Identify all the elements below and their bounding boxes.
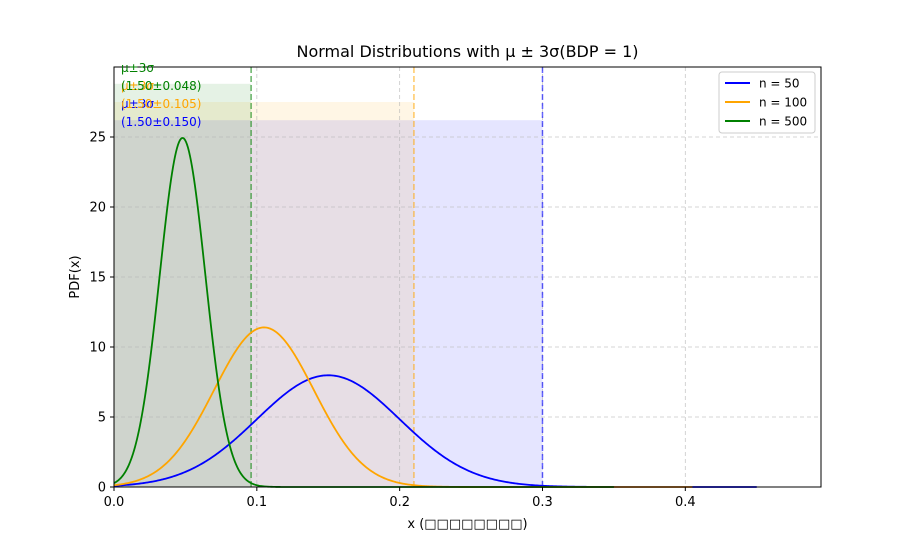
annotation-2-line-0: μ±3σ	[121, 61, 154, 75]
legend-label-2: n = 500	[759, 115, 807, 129]
y-tick-label-5: 25	[89, 131, 106, 146]
annotation-2-line-1: (1.50±0.048)	[121, 79, 202, 93]
annotation-1-line-0: μ±3σ	[121, 79, 154, 93]
sigma-bands	[114, 83, 543, 488]
y-tick-label-2: 10	[89, 341, 106, 356]
x-tick-label-3: 0.3	[532, 495, 553, 510]
y-tick-label-1: 5	[98, 411, 106, 426]
y-tick-label-4: 20	[89, 201, 106, 216]
annotation-0-line-0: μ±3σ	[121, 97, 154, 111]
x-tick-label-2: 0.2	[389, 495, 410, 510]
x-tick-label-4: 0.4	[675, 495, 696, 510]
sigma-band-1	[114, 102, 414, 487]
annotation-0-line-1: (1.50±0.150)	[121, 115, 202, 129]
y-axis-label: PDF(x)	[68, 255, 83, 298]
axis-ticks: 0.0 0.1 0.2 0.3 0.4 0 5 10 15 20 25	[89, 131, 695, 511]
legend-label-0: n = 50	[759, 77, 800, 91]
three-sigma-lines	[250, 67, 544, 487]
chart-title: Normal Distributions with μ ± 3σ(BDP = 1…	[296, 42, 638, 61]
legend-label-1: n = 100	[759, 96, 807, 110]
sigma-band-0	[114, 120, 543, 487]
legend: n = 50 n = 100 n = 500	[718, 71, 816, 134]
x-axis-label: x (□□□□□□□□)	[407, 517, 527, 532]
legend-box	[718, 71, 816, 134]
grid-lines	[114, 67, 821, 487]
y-tick-label-0: 0	[98, 481, 106, 496]
x-tick-label-1: 0.1	[246, 495, 267, 510]
annotations: μ±3σ(1.50±0.150)μ±3σ(1.50±0.105)μ±3σ(1.5…	[121, 61, 202, 129]
sigma-band-2	[114, 83, 252, 488]
annotation-1-line-1: (1.50±0.105)	[121, 97, 202, 111]
x-tick-label-0: 0.0	[104, 495, 125, 510]
y-tick-label-3: 15	[89, 271, 106, 286]
